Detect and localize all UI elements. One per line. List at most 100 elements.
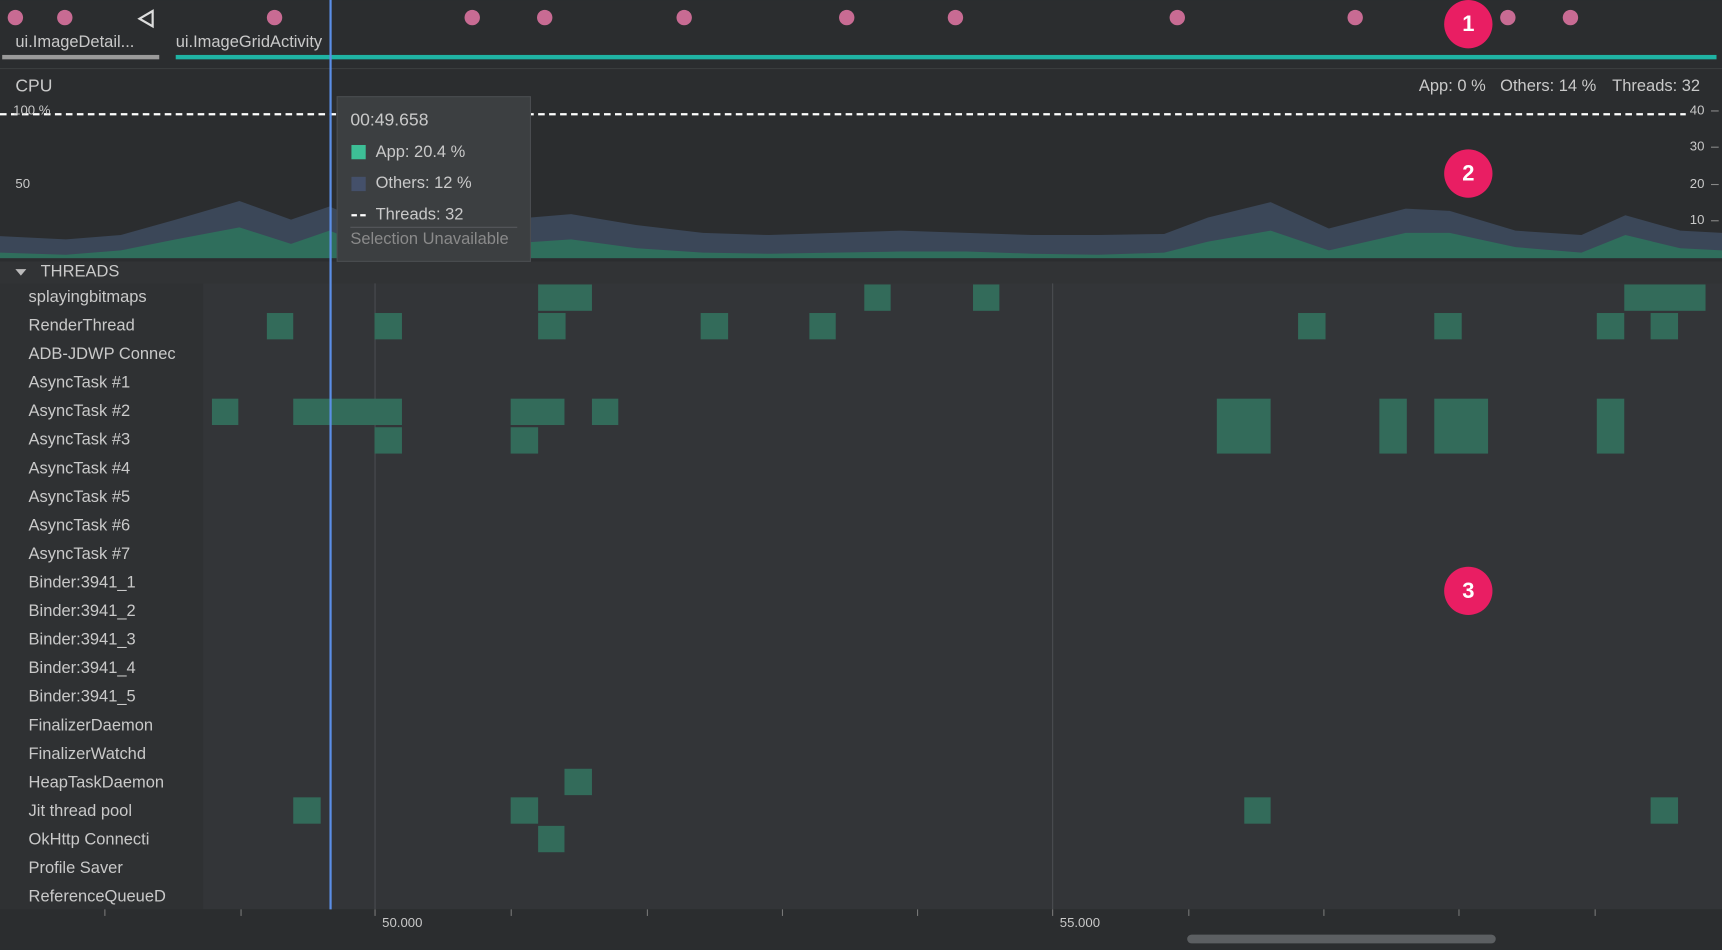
thread-state — [538, 313, 566, 340]
thread-name: Jit thread pool — [29, 802, 132, 820]
event-dot — [1347, 9, 1363, 26]
thread-state — [510, 427, 539, 454]
collapse-arrow[interactable] — [15, 269, 27, 276]
thread-name: Binder:3941_3 — [29, 631, 136, 649]
thread-name: AsyncTask #6 — [29, 516, 131, 534]
thread-name: ReferenceQueueD — [29, 888, 166, 906]
thread-state — [211, 398, 239, 426]
callout-number: 1 — [1462, 11, 1474, 36]
tooltip-box — [336, 96, 531, 262]
thread-activity — [211, 284, 1706, 853]
thread-name: AsyncTask #2 — [29, 402, 131, 420]
event-dot — [839, 9, 855, 26]
right-tick: 30 — [1690, 139, 1705, 154]
back-event — [137, 9, 154, 29]
tooltip: 00:49.658 App: 20.4 % Others: 12 % Threa… — [336, 96, 531, 262]
activity-label: ui.ImageGridActivity — [176, 33, 323, 51]
thread-state — [538, 284, 592, 311]
thread-state — [1434, 313, 1462, 340]
thread-state — [1624, 284, 1706, 311]
thread-name: HeapTaskDaemon — [29, 773, 164, 791]
thread-name: ADB-JDWP Connec — [29, 345, 176, 363]
callout-badge — [1444, 149, 1493, 198]
callout-badge — [1444, 566, 1493, 616]
thread-state — [374, 427, 402, 454]
right-ticks: 40 30 20 10 — [1690, 102, 1719, 227]
thread-state — [1650, 797, 1679, 824]
tooltip-item: Others: 12 % — [376, 174, 472, 192]
thread-state — [510, 398, 565, 426]
thread-name: RenderThread — [29, 317, 135, 335]
thread-name: AsyncTask #5 — [29, 488, 131, 506]
thread-name: FinalizerWatchd — [29, 745, 146, 763]
callout-badge — [1444, 0, 1493, 49]
tooltip-item: App: 20.4 % — [376, 143, 466, 161]
thread-name: AsyncTask #7 — [29, 545, 131, 563]
event-dot — [1562, 9, 1579, 26]
thread-state — [864, 284, 891, 311]
others-swatch — [351, 176, 366, 192]
tooltip-item: Threads: 32 — [376, 206, 464, 224]
scrollbar[interactable] — [1187, 934, 1496, 944]
thread-state — [700, 313, 729, 340]
cpu-summary: App: 0 % Others: 14 % Threads: 32 — [1419, 77, 1700, 95]
right-tick: 20 — [1690, 176, 1705, 191]
thread-state — [1434, 398, 1489, 454]
left-tick: 50 — [15, 176, 30, 191]
thread-name: Binder:3941_4 — [29, 659, 136, 677]
cpu-summary-item: Others: 14 % — [1500, 77, 1596, 95]
thread-state — [591, 398, 619, 426]
activity-bar-past — [2, 54, 160, 60]
thread-state — [293, 797, 321, 824]
tooltip-time: 00:49.658 — [350, 109, 428, 129]
thread-state — [374, 313, 402, 340]
thread-names: splayingbitmaps RenderThread ADB-JDWP Conn… — [29, 288, 176, 906]
thread-name: Binder:3941_1 — [29, 574, 136, 592]
thread-state — [1216, 398, 1271, 454]
thread-state — [510, 797, 539, 824]
cpu-title: CPU — [15, 75, 52, 95]
thread-name: Binder:3941_2 — [29, 602, 136, 620]
thread-name: splayingbitmaps — [29, 288, 147, 306]
event-dot — [464, 9, 480, 26]
thread-state — [1596, 313, 1625, 340]
callout-number: 3 — [1462, 578, 1474, 603]
thread-name: OkHttp Connecti — [29, 831, 150, 849]
event-dot — [7, 9, 24, 26]
thread-state — [293, 398, 402, 426]
cpu-summary-item: App: 0 % — [1419, 77, 1486, 95]
event-dot — [537, 9, 553, 26]
thread-state — [809, 313, 836, 340]
callouts: 1 2 3 — [1444, 0, 1493, 616]
thread-state — [1298, 313, 1326, 340]
time-axis — [0, 909, 1722, 950]
thread-state — [266, 313, 294, 340]
activity-label: ui.ImageDetail... — [15, 33, 134, 51]
right-tick: 10 — [1690, 212, 1705, 227]
thread-name: AsyncTask #3 — [29, 431, 131, 449]
event-dot — [57, 9, 73, 26]
thread-name: AsyncTask #1 — [29, 374, 131, 392]
app-swatch — [351, 144, 366, 160]
event-dot — [676, 9, 692, 26]
thread-name: Binder:3941_5 — [29, 688, 136, 706]
thread-state — [1650, 313, 1679, 340]
callout-number: 2 — [1462, 160, 1474, 185]
thread-name: AsyncTask #4 — [29, 459, 131, 477]
thread-name: FinalizerDaemon — [29, 716, 153, 734]
thread-state — [1379, 398, 1407, 454]
time-label: 50.000 — [382, 915, 422, 930]
event-dot — [266, 9, 283, 26]
right-tick: 40 — [1690, 102, 1705, 117]
event-dot — [1169, 9, 1185, 26]
thread-state — [973, 284, 1000, 311]
thread-state — [538, 825, 565, 853]
thread-state — [1596, 398, 1625, 454]
tooltip-note: Selection Unavailable — [350, 230, 508, 248]
threads-header: THREADS — [41, 263, 120, 281]
event-dot — [1500, 9, 1516, 26]
threads-header-bar — [0, 261, 1722, 284]
time-label: 55.000 — [1060, 915, 1100, 930]
